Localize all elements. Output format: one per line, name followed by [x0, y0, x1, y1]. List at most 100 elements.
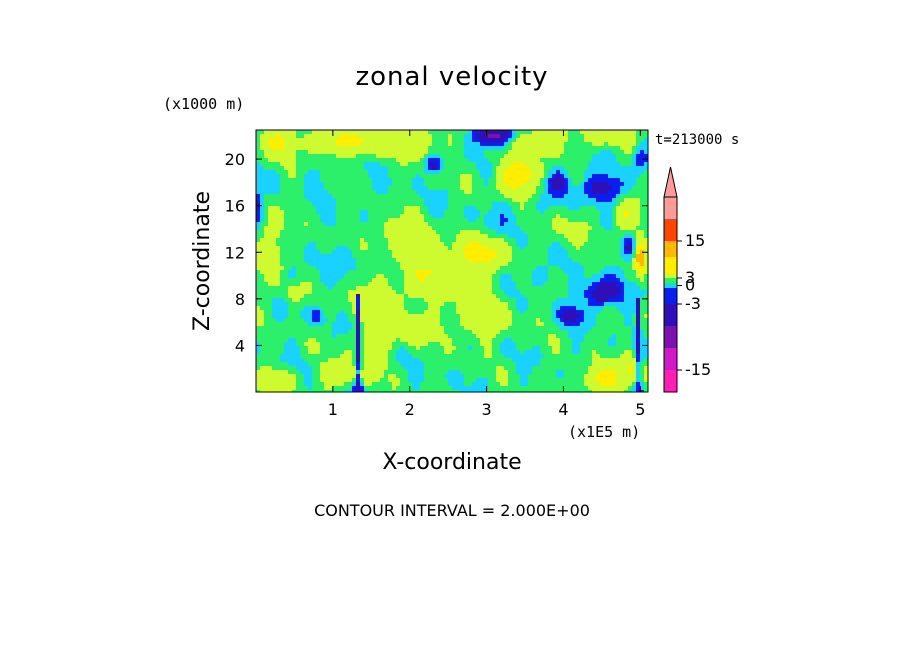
heatmap-cell [472, 186, 477, 191]
heatmap-cell [504, 310, 509, 315]
heatmap-cell [300, 322, 305, 327]
heatmap-cell [436, 310, 441, 315]
heatmap-cell [548, 246, 553, 251]
heatmap-cell [336, 158, 341, 163]
heatmap-cell [552, 330, 557, 335]
heatmap-cell [304, 174, 309, 179]
heatmap-cell [428, 134, 433, 139]
heatmap-cell [464, 354, 469, 359]
heatmap-cell [416, 218, 421, 223]
heatmap-cell [384, 286, 389, 291]
heatmap-cell [452, 218, 457, 223]
heatmap-cell [376, 294, 381, 299]
heatmap-cell [368, 326, 373, 331]
heatmap-cell [424, 230, 429, 235]
heatmap-cell [328, 374, 333, 379]
heatmap-cell [396, 286, 401, 291]
heatmap-cell [500, 362, 505, 367]
heatmap-cell [476, 322, 481, 327]
heatmap-cell [488, 314, 493, 319]
heatmap-cell [356, 198, 361, 203]
heatmap-cell [372, 338, 377, 343]
heatmap-cell [368, 162, 373, 167]
heatmap-cell [360, 342, 365, 347]
heatmap-cell [412, 194, 417, 199]
heatmap-cell [284, 206, 289, 211]
heatmap-cell [416, 370, 421, 375]
heatmap-cell [508, 386, 513, 391]
heatmap-cell [496, 270, 501, 275]
heatmap-cell [296, 262, 301, 267]
heatmap-cell [456, 174, 461, 179]
heatmap-cell [328, 278, 333, 283]
heatmap-cell [404, 134, 409, 139]
heatmap-cell [324, 346, 329, 351]
heatmap-cell [324, 150, 329, 155]
heatmap-cell [512, 286, 517, 291]
heatmap-cell [488, 306, 493, 311]
heatmap-cell [512, 294, 517, 299]
heatmap-cell [464, 202, 469, 207]
heatmap-cell [512, 306, 517, 311]
heatmap-cell [452, 274, 457, 279]
heatmap-cell [324, 154, 329, 159]
heatmap-cell [276, 254, 281, 259]
heatmap-cell [516, 138, 521, 143]
heatmap-cell [464, 246, 469, 251]
heatmap-cell [464, 138, 469, 143]
heatmap-cell [500, 282, 505, 287]
heatmap-cell [452, 150, 457, 155]
heatmap-cell [324, 210, 329, 215]
heatmap-cell [476, 386, 481, 391]
heatmap-cell [524, 298, 529, 303]
heatmap-cell [396, 210, 401, 215]
heatmap-cell [424, 150, 429, 155]
heatmap-cell [440, 134, 445, 139]
heatmap-cell [360, 274, 365, 279]
heatmap-cell [284, 390, 289, 393]
heatmap-cell [376, 290, 381, 295]
heatmap-cell [448, 322, 453, 327]
heatmap-cell [468, 238, 473, 243]
heatmap-cell [288, 378, 293, 383]
heatmap-cell [524, 170, 529, 175]
heatmap-cell [460, 254, 465, 259]
heatmap-cell [376, 362, 381, 367]
heatmap-cell [468, 346, 473, 351]
heatmap-cell [316, 246, 321, 251]
heatmap-cell [500, 386, 505, 391]
heatmap-cell [536, 330, 541, 335]
heatmap-cell [552, 286, 557, 291]
heatmap-cell [396, 226, 401, 231]
heatmap-cell [552, 306, 557, 311]
heatmap-cell [300, 146, 305, 151]
heatmap-cell [452, 286, 457, 291]
heatmap-cell [296, 242, 301, 247]
heatmap-cell [300, 142, 305, 147]
heatmap-cell [292, 158, 297, 163]
heatmap-cell [408, 210, 413, 215]
heatmap-cell [360, 190, 365, 195]
heatmap-cell [328, 134, 333, 139]
heatmap-cell [548, 326, 553, 331]
heatmap-cell [520, 266, 525, 271]
heatmap-cell [508, 290, 513, 295]
heatmap-cell [372, 234, 377, 239]
heatmap-cell [448, 338, 453, 343]
heatmap-cell [260, 178, 265, 183]
heatmap-cell [552, 338, 557, 343]
heatmap-cell [428, 178, 433, 183]
heatmap-cell [484, 346, 489, 351]
heatmap-cell [344, 238, 349, 243]
heatmap-cell [368, 366, 373, 371]
heatmap-cell [504, 158, 509, 163]
heatmap-cell [352, 254, 357, 259]
heatmap-cell [356, 142, 361, 147]
heatmap-cell [540, 254, 545, 259]
heatmap-cell [452, 186, 457, 191]
heatmap-cell [268, 242, 273, 247]
heatmap-cell [556, 190, 561, 195]
heatmap-cell [288, 370, 293, 375]
heatmap-cell [516, 286, 521, 291]
heatmap-cell [456, 290, 461, 295]
